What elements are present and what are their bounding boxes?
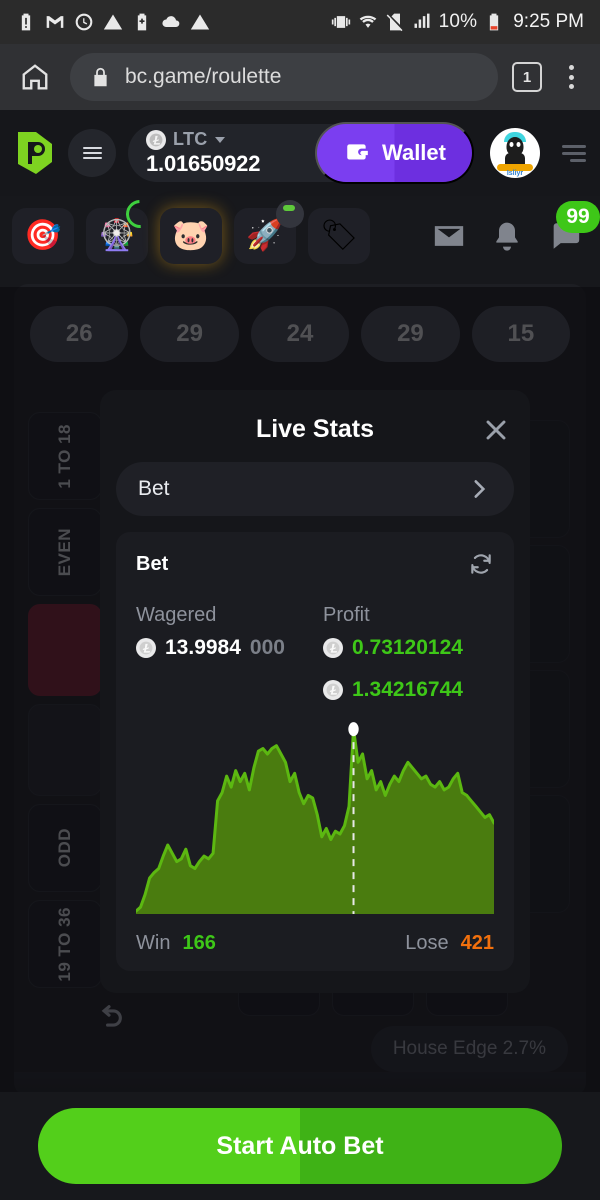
status-right-icons: 10% 9:25 PM xyxy=(331,11,584,33)
wagered-amount: 13.9984 xyxy=(165,636,241,659)
app-header: LTC 1.01650922 Wallet Isliyr xyxy=(0,110,600,196)
url-input[interactable]: bc.game/roulette xyxy=(70,53,498,101)
profit-amount: 0.73120124 xyxy=(352,636,463,659)
header-menu-button[interactable] xyxy=(552,144,586,162)
chat-icon[interactable]: 99 xyxy=(542,201,600,259)
close-icon[interactable] xyxy=(480,414,512,446)
sidebar-toggle-button[interactable] xyxy=(68,129,116,177)
chat-unread-badge: 99 xyxy=(556,201,600,233)
peak-amount: 1.34216744 xyxy=(352,678,463,701)
stats-card: Bet Wagered 13.9984 000 Profit 0.73120124 xyxy=(116,532,514,971)
wagered-amount-dim: 000 xyxy=(249,636,285,659)
profit-label: Profit xyxy=(323,604,370,626)
profit-value: 0.73120124 xyxy=(323,636,494,660)
modal-title: Live Stats xyxy=(255,414,375,443)
lock-icon xyxy=(94,67,107,86)
tab-count-label: 1 xyxy=(522,68,532,86)
stats-card-title: Bet xyxy=(136,552,169,575)
lose-count: 421 xyxy=(460,932,494,954)
bottom-action-bar: Start Auto Bet xyxy=(0,1092,600,1200)
selector-label: Bet xyxy=(138,477,170,500)
avatar-name: Isliyr xyxy=(506,170,524,177)
tag-glyph: 🏷 xyxy=(319,219,359,252)
rocket-icon[interactable]: 🚀 xyxy=(234,200,304,264)
ltc-coin-icon xyxy=(323,680,343,700)
wheel-glyph: 🎡 xyxy=(98,219,136,252)
chevron-right-icon xyxy=(474,480,486,498)
bet-type-selector[interactable]: Bet xyxy=(116,462,514,516)
wheel-of-fortune-icon[interactable]: 🎡 xyxy=(86,194,160,264)
wifi-icon xyxy=(359,15,376,28)
battery-saver-icon xyxy=(137,13,147,31)
status-left-icons xyxy=(16,12,210,32)
home-button[interactable] xyxy=(14,56,56,98)
browser-toolbar: bc.game/roulette 1 xyxy=(0,44,600,110)
stats-card-header: Bet xyxy=(136,550,494,578)
quick-icon-row: 🎯 🎡 🐷 🚀 🏷 99 xyxy=(0,194,600,276)
target-glyph: 🎯 xyxy=(24,219,62,252)
battery-low-icon xyxy=(490,13,499,31)
modal-header: Live Stats xyxy=(100,406,530,452)
ltc-coin-icon xyxy=(146,129,166,150)
win-count: 166 xyxy=(182,932,216,954)
warning-icon xyxy=(190,14,210,30)
target-icon[interactable]: 🎯 xyxy=(12,208,74,264)
balance-amount: 1.01650922 xyxy=(146,151,261,176)
wagered-value: 13.9984 000 xyxy=(136,636,307,660)
android-status-bar: 10% 9:25 PM xyxy=(0,0,600,44)
profit-area-chart xyxy=(136,722,494,914)
avatar-head xyxy=(506,137,524,156)
wallet-button[interactable]: Wallet xyxy=(315,122,474,184)
wallet-icon xyxy=(347,144,368,160)
win-label: Win xyxy=(136,932,171,954)
wagered-metric: Wagered 13.9984 000 xyxy=(136,604,307,702)
piggy-bank-icon[interactable]: 🐷 xyxy=(160,208,222,264)
tab-counter-button[interactable]: 1 xyxy=(512,62,542,92)
currency-label: LTC xyxy=(173,129,208,149)
no-sim-icon xyxy=(386,13,403,32)
live-stats-modal: Live Stats Bet Bet Wagered 13.9984 000 xyxy=(100,390,530,993)
circle-timer-icon xyxy=(75,13,93,31)
price-tag-icon[interactable]: 🏷 xyxy=(308,208,370,264)
wagered-label: Wagered xyxy=(136,604,217,626)
win-lose-row: Win 166 Lose 421 xyxy=(136,932,494,955)
cloud-icon xyxy=(162,16,180,27)
mail-icon[interactable] xyxy=(426,213,472,259)
refresh-icon[interactable] xyxy=(468,551,494,577)
avatar[interactable]: Isliyr xyxy=(490,128,540,178)
home-icon xyxy=(22,64,48,90)
wallet-label: Wallet xyxy=(382,140,446,165)
ltc-coin-icon xyxy=(323,638,343,658)
clock-time: 9:25 PM xyxy=(513,11,584,32)
profit-metric: Profit 0.73120124 1.34216744 xyxy=(307,604,494,702)
rocket-glyph: 🚀 xyxy=(246,219,284,252)
avatar-board xyxy=(497,164,533,171)
piggy-glyph: 🐷 xyxy=(172,219,210,252)
lose-label: Lose xyxy=(405,932,449,954)
vibrate-icon xyxy=(331,16,350,28)
bell-icon[interactable] xyxy=(484,213,530,259)
battery-percent: 10% xyxy=(438,11,478,32)
win-stat: Win 166 xyxy=(136,932,216,955)
url-text: bc.game/roulette xyxy=(125,65,282,88)
start-auto-bet-button[interactable]: Start Auto Bet xyxy=(38,1108,562,1184)
metrics-row: Wagered 13.9984 000 Profit 0.73120124 1.3… xyxy=(136,604,494,702)
warning-icon xyxy=(103,14,123,30)
gmail-icon xyxy=(46,16,64,28)
bc-game-logo xyxy=(18,132,52,174)
ltc-glyph xyxy=(149,133,163,146)
rocket-badge-icon xyxy=(276,200,304,228)
signal-bars-icon xyxy=(414,13,430,28)
battery-alert-icon xyxy=(21,13,31,31)
lose-stat: Lose 421 xyxy=(405,932,494,955)
chevron-down-icon[interactable] xyxy=(214,136,225,143)
peak-value: 1.34216744 xyxy=(323,678,494,702)
ltc-coin-icon xyxy=(136,638,156,658)
bell-glyph xyxy=(496,222,518,251)
mail-glyph xyxy=(434,226,464,246)
profit-chart[interactable] xyxy=(136,706,494,918)
browser-menu-button[interactable] xyxy=(556,65,586,89)
